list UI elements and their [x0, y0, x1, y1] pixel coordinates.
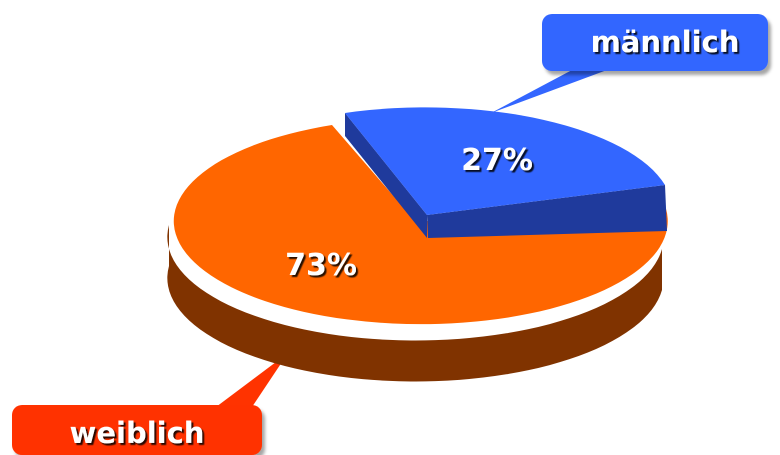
slice-maennlich-top	[345, 107, 665, 215]
slice-label-maennlich: 27%	[461, 143, 533, 178]
legend-label-maennlich: männlich	[591, 25, 740, 59]
slice-maennlich	[345, 107, 667, 238]
legend-label-weiblich: weiblich	[70, 416, 205, 450]
callout-box-weiblich	[12, 405, 262, 455]
slice-weiblich-side	[167, 225, 662, 382]
callout-maennlich: männlich	[542, 14, 768, 71]
slice-label-weiblich: 73%	[285, 248, 357, 283]
callout-box-maennlich	[542, 14, 768, 71]
callout-pointer-maennlich	[491, 70, 607, 113]
slice-maennlich-side-left	[345, 113, 427, 238]
slice-maennlich-side-right	[427, 185, 667, 238]
callout-pointer-weiblich	[212, 353, 288, 410]
callout-weiblich: weiblich	[12, 405, 262, 455]
